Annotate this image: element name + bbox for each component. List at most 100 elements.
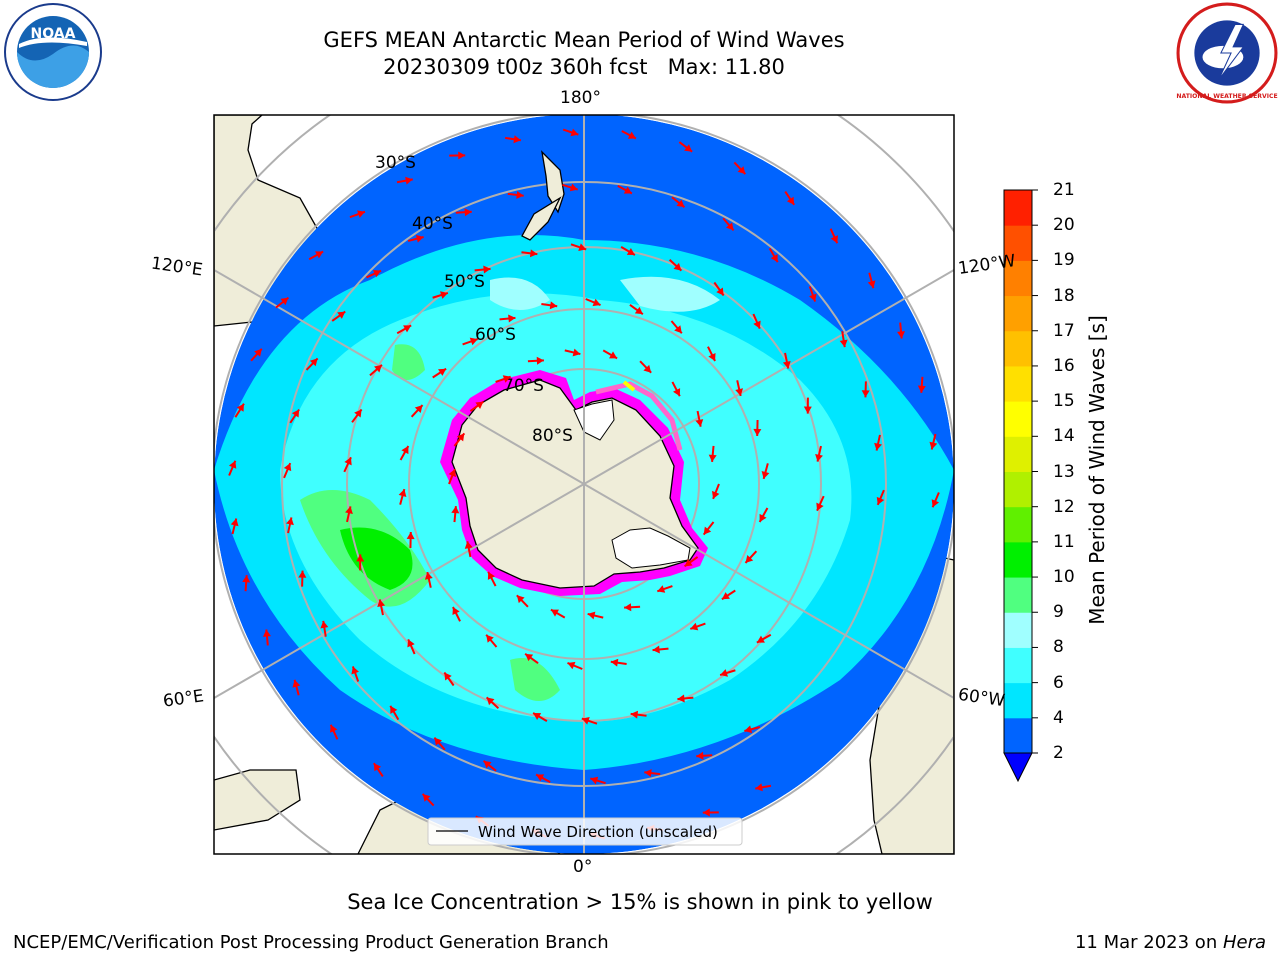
meridians [214, 115, 954, 854]
wind-arrow-head [578, 243, 587, 252]
colorbar-label: Mean Period of Wind Waves [s] [1085, 315, 1109, 625]
wind-arrow-head [456, 433, 465, 442]
colorbar-tick-label: 12 [1053, 496, 1075, 517]
colorbar-segment [1004, 401, 1032, 437]
wind-arrow-head [627, 131, 636, 139]
wind-arrow-head [516, 595, 525, 604]
wind-arrow-head [403, 325, 412, 333]
wind-arrow-head [424, 572, 433, 580]
wind-arrow-head [744, 725, 753, 734]
wind-arrow-head [756, 635, 765, 643]
wind-arrow-head [786, 196, 795, 205]
wind-arrow-head [876, 496, 885, 505]
noaa-logo-text: NOAA [31, 26, 76, 42]
wind-arrow-head [587, 611, 596, 620]
wind-arrow-head [803, 406, 812, 414]
colorbar-tick-label: 17 [1053, 320, 1075, 341]
colorbar-tick-label: 4 [1053, 707, 1064, 728]
wind-wave-arrows [228, 128, 940, 840]
map-legend: Wind Wave Direction (unscaled) [427, 817, 743, 846]
wind-arrow-head [761, 471, 770, 479]
colorbar-segment [1004, 541, 1032, 578]
wind-arrow-head [720, 669, 728, 677]
colorbar-tick-label: 6 [1053, 672, 1064, 693]
chart-title: GEFS MEAN Antarctic Mean Period of Wind … [323, 28, 845, 52]
wind-arrow-head [407, 639, 415, 648]
wind-arrow-head [931, 499, 940, 508]
colorbar-tick-label: 16 [1053, 355, 1075, 376]
colorbar-tick-label: 21 [1053, 180, 1075, 200]
footer-date: 11 Mar 2023 on Hera [1075, 932, 1266, 953]
wind-arrow-head [406, 532, 415, 540]
wind-arrow-head [716, 287, 724, 296]
antarctica [440, 370, 708, 596]
wind-arrow-head [711, 490, 720, 499]
lat-label-80: 80°S [532, 426, 573, 446]
wind-arrow-head [475, 401, 484, 410]
wind-arrow-head [815, 453, 823, 462]
wind-arrow-head [242, 575, 251, 583]
wind-arrow-head [422, 793, 431, 802]
wind-arrow-head [354, 409, 362, 418]
colorbar-segment [1004, 647, 1032, 684]
wind-arrow-head [357, 210, 365, 218]
wind-arrow-head [280, 297, 289, 306]
wind-arrow-head [536, 356, 544, 365]
wind-arrow-head [690, 622, 699, 631]
wind-arrow-head [874, 442, 882, 451]
wind-arrow-head [236, 403, 244, 412]
wind-arrow-head [230, 518, 239, 527]
wind-arrow-head [610, 658, 619, 667]
colorbar-tick-label: 18 [1053, 285, 1075, 306]
colorbar-segment [1004, 295, 1032, 332]
wind-arrow-head [483, 760, 492, 769]
wind-arrow-head [448, 469, 457, 478]
wind-arrow-head [644, 769, 652, 778]
wind-arrow-head [695, 419, 704, 427]
nws-logo-text: NATIONAL WEATHER SERVICE [1176, 93, 1277, 100]
wind-arrow-head [533, 712, 542, 720]
wind-arrow-head [292, 679, 301, 688]
wind-arrow-head [330, 724, 338, 733]
wind-arrow-head [897, 331, 906, 339]
wind-arrow-head [550, 609, 559, 617]
wind-arrow-head [315, 251, 324, 259]
wind-arrow-head [298, 570, 307, 578]
wind-arrow-head [570, 128, 579, 137]
wind-arrow-head [745, 555, 754, 563]
colorbar-tick-label: 2 [1053, 743, 1064, 763]
footer-machine: Hera [1222, 932, 1266, 953]
wind-arrow-head [440, 291, 448, 299]
wind-arrow-head [861, 390, 870, 398]
wind-arrow-head [337, 311, 346, 319]
wind-arrow-head [657, 585, 666, 593]
wind-arrow-head [673, 388, 681, 397]
wind-arrow-head [291, 409, 300, 418]
latitude-labels: 30°S 40°S 50°S 60°S 70°S 80°S [375, 153, 573, 446]
wind-arrow-head [401, 446, 409, 455]
wind-arrow-head [684, 558, 693, 567]
colorbar-tick-label: 19 [1053, 250, 1075, 271]
colorbar-segment [1004, 190, 1032, 226]
colorbar-tick-label: 8 [1053, 637, 1064, 658]
lat-label-50: 50°S [444, 272, 485, 292]
wind-arrow-head [626, 248, 635, 256]
wind-arrow-head [721, 592, 730, 600]
colorbar-segment [1004, 225, 1032, 261]
wind-arrow-head [703, 526, 712, 535]
wind-arrow-head [630, 710, 639, 719]
wind-arrow-head [508, 314, 516, 323]
wind-arrow-head [286, 517, 294, 526]
wind-arrow-head [390, 705, 398, 714]
colorbar-segment [1004, 436, 1032, 472]
wind-arrow-head [536, 774, 545, 782]
colorbar-segment [1004, 365, 1032, 402]
wind-arrow-head [345, 506, 353, 515]
wind-arrow-head [464, 208, 472, 217]
wind-arrow-head [673, 262, 682, 271]
wind-arrow-head [320, 620, 329, 629]
wind-arrow-head [809, 293, 817, 302]
colorbar-segment [1004, 471, 1032, 508]
colorbar-segment [1004, 506, 1032, 543]
wind-arrow-head [373, 763, 382, 772]
